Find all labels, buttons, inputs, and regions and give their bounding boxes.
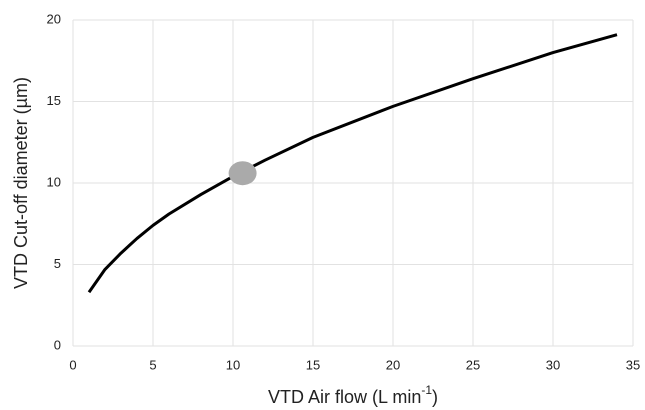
x-axis-title-superscript: -1 bbox=[421, 383, 432, 397]
y-tick-label: 15 bbox=[47, 93, 61, 108]
x-axis-title: VTD Air flow (L min-1) bbox=[268, 383, 438, 407]
x-tick-label: 25 bbox=[466, 357, 480, 372]
x-axis-title-main: VTD Air flow (L min bbox=[268, 387, 421, 407]
y-axis-title: VTD Cut-off diameter (µm) bbox=[11, 77, 31, 289]
y-tick-label: 0 bbox=[54, 337, 61, 352]
x-tick-label: 0 bbox=[69, 357, 76, 372]
data-line bbox=[87, 33, 618, 294]
y-tick-label: 20 bbox=[47, 11, 61, 26]
y-tick-label: 5 bbox=[54, 256, 61, 271]
x-tick-label: 15 bbox=[306, 357, 320, 372]
highlight-point bbox=[228, 161, 257, 186]
x-tick-label: 10 bbox=[226, 357, 240, 372]
x-tick-label: 35 bbox=[626, 357, 640, 372]
x-tick-label: 20 bbox=[386, 357, 400, 372]
x-tick-label: 5 bbox=[149, 357, 156, 372]
x-axis-title-end: ) bbox=[432, 387, 438, 407]
y-tick-label: 10 bbox=[47, 174, 61, 189]
x-tick-label: 30 bbox=[546, 357, 560, 372]
